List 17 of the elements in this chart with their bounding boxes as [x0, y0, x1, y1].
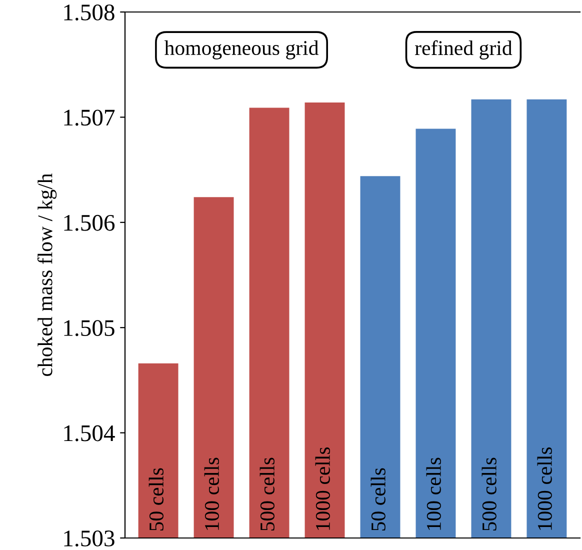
x-tick-label: 50 cells: [148, 468, 164, 530]
x-tick-label: 1000 cells: [315, 447, 330, 530]
x-tick-label: 100 cells: [204, 458, 219, 530]
y-tick-label: 1.507: [64, 110, 115, 126]
y-tick-label: 1.506: [64, 214, 115, 231]
y-tick-label: 1.503: [64, 530, 114, 547]
x-tick-label: 500 cells: [260, 458, 274, 530]
x-tick-label: 50 cells: [370, 468, 386, 530]
y-tick-label: 1.505: [64, 320, 114, 336]
y-tick-label: 1.504: [64, 425, 115, 442]
x-tick-label: 500 cells: [482, 458, 496, 530]
y-tick-label: 1.508: [64, 4, 114, 21]
x-tick-label: 100 cells: [426, 458, 441, 530]
series-label: refined grid: [415, 40, 512, 60]
y-axis-title: choked mass flow / kg/h: [37, 173, 57, 376]
text: homogeneous grid: [164, 40, 319, 60]
x-tick-label: 1000 cells: [537, 447, 552, 530]
